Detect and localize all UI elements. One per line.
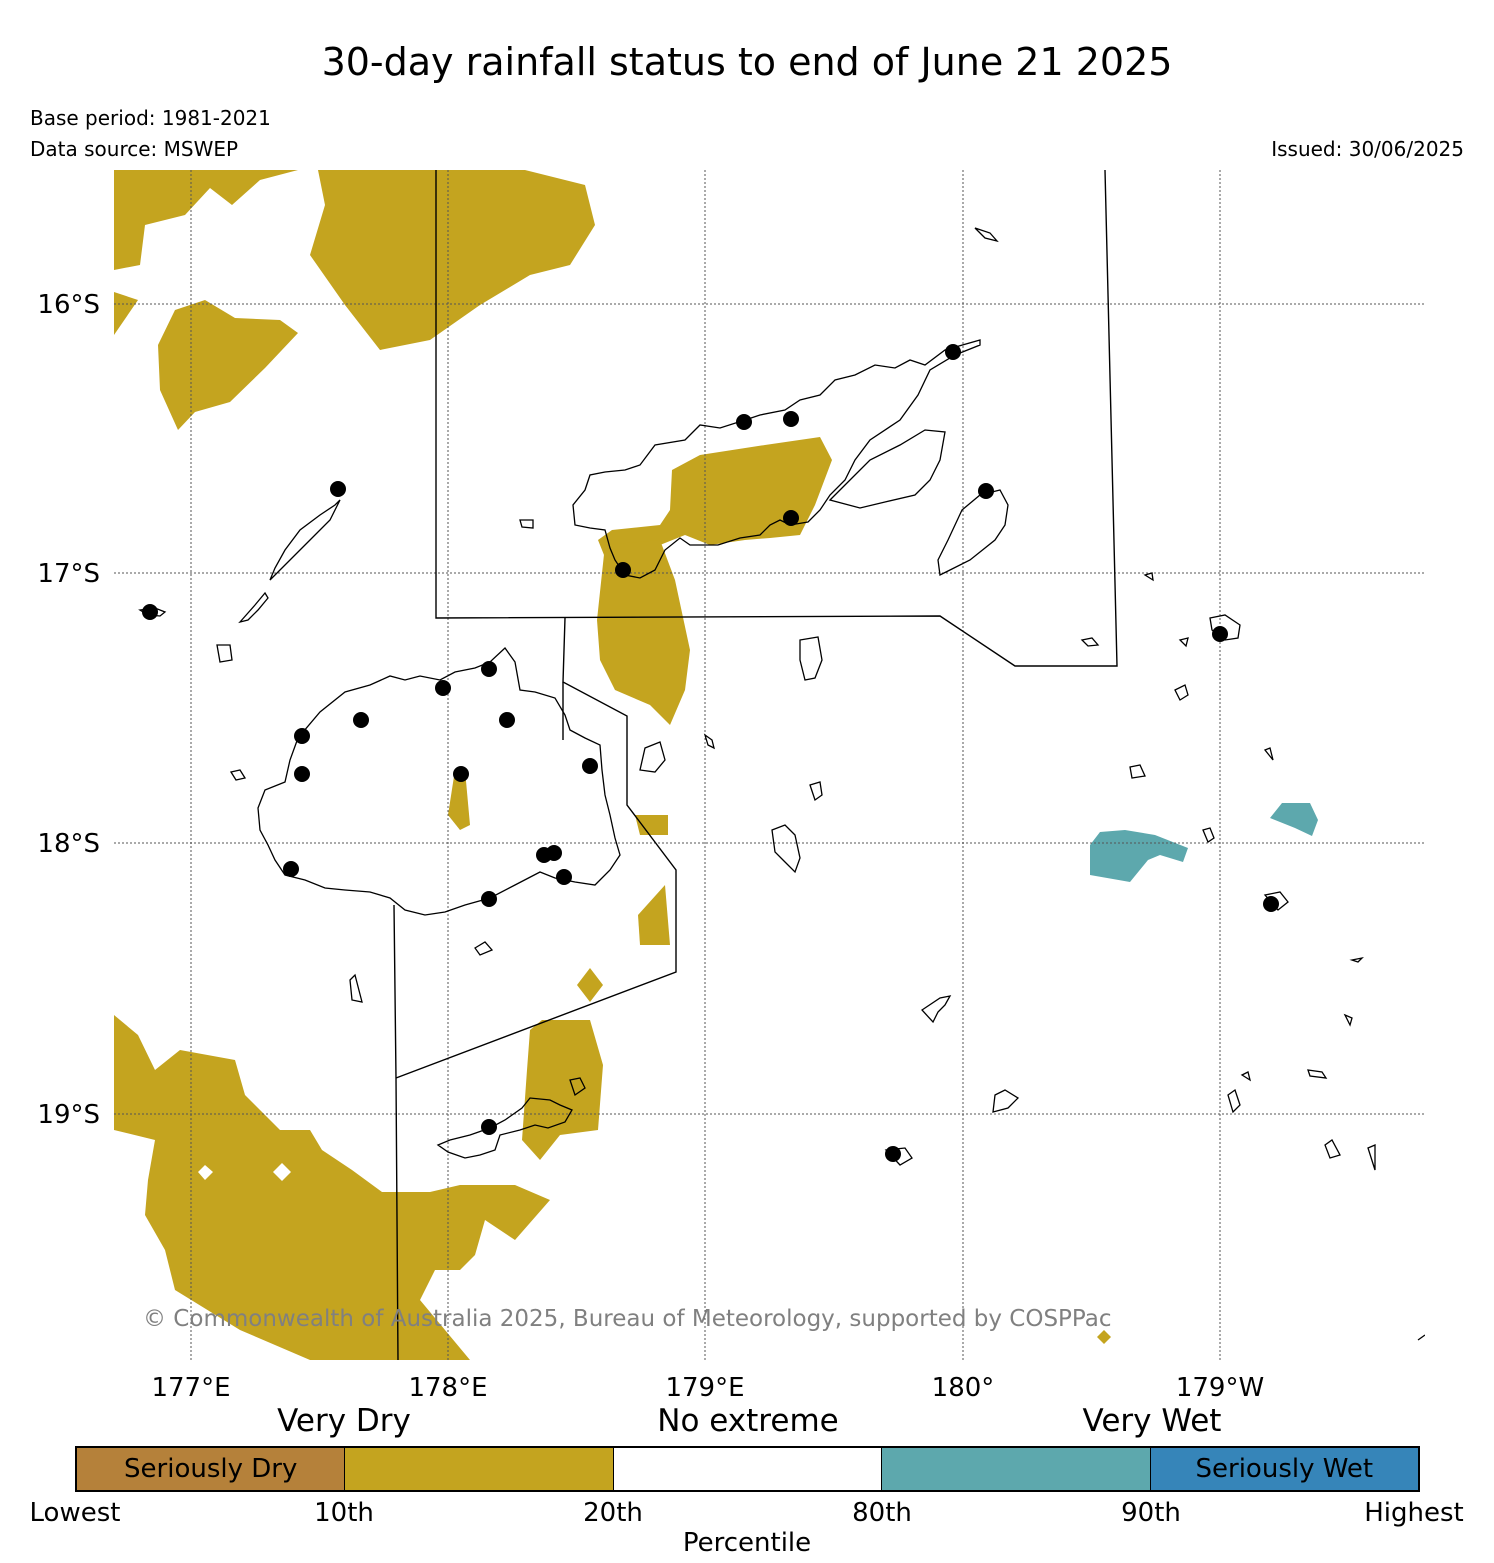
tick-10th: 10th	[314, 1498, 374, 1528]
tick-20th: 20th	[583, 1498, 643, 1528]
lon-label-179w: 179°W	[1176, 1373, 1264, 1400]
tick-highest: Highest	[1364, 1498, 1464, 1528]
lat-label-17s: 17°S	[37, 559, 100, 589]
station-markers	[142, 344, 1279, 1162]
lon-label-180: 180°	[932, 1373, 995, 1400]
base-period: Base period: 1981-2021	[30, 106, 271, 130]
copyright-notice: © Commonwealth of Australia 2025, Bureau…	[143, 1306, 1112, 1332]
legend-seriously-wet: Seriously Wet	[1150, 1448, 1419, 1490]
lon-label-177e: 177°E	[151, 1373, 230, 1400]
legend-seriously-dry: Seriously Dry	[77, 1448, 346, 1490]
very-dry-region-dot	[1097, 1330, 1111, 1344]
issued-date: Issued: 30/06/2025	[1271, 137, 1464, 161]
very-dry-region-southwest	[114, 1015, 550, 1360]
taveuni-coast	[937, 489, 1009, 576]
very-dry-region-nw2	[310, 170, 595, 350]
legend-no-extreme	[613, 1448, 883, 1490]
tick-lowest: Lowest	[29, 1498, 121, 1528]
category-very-dry: Very Dry	[277, 1403, 411, 1439]
very-dry-region-strip	[448, 770, 470, 830]
category-no-extreme: No extreme	[657, 1403, 839, 1439]
lon-label-178e: 178°E	[408, 1373, 487, 1400]
graticule	[114, 170, 1425, 1360]
very-dry-region-small1	[635, 815, 668, 835]
percentile-axis-label: Percentile	[682, 1528, 812, 1558]
tick-80th: 80th	[852, 1498, 912, 1528]
very-dry-regions	[114, 170, 1111, 1360]
very-wet-region-lau2	[1270, 803, 1318, 836]
vanua-levu-coast	[572, 339, 981, 579]
lon-label-179e: 179°E	[665, 1373, 744, 1400]
very-dry-region-diamond	[577, 968, 603, 1002]
percentile-legend: Seriously Dry Seriously Wet	[75, 1446, 1420, 1492]
lat-label-16s: 16°S	[37, 290, 100, 320]
very-dry-region-small2	[638, 885, 670, 945]
data-source: Data source: MSWEP	[30, 137, 239, 161]
vanua-levu-peninsula	[828, 429, 946, 509]
viti-levu-coast	[257, 647, 621, 916]
very-dry-region-viti-central	[597, 540, 690, 725]
lat-label-19s: 19°S	[37, 1100, 100, 1130]
legend-very-dry	[345, 1448, 614, 1490]
map-title: 30-day rainfall status to end of June 21…	[321, 40, 1173, 84]
lat-label-18s: 18°S	[37, 829, 100, 859]
very-dry-region-w1	[114, 292, 138, 335]
coastlines	[138, 227, 1425, 1341]
rainfall-map: 16°S 17°S 18°S 19°S 177°E 178°E 179°E 18…	[37, 170, 1425, 1400]
very-dry-region-w2	[158, 300, 298, 430]
legend-very-wet	[882, 1448, 1151, 1490]
tick-90th: 90th	[1121, 1498, 1181, 1528]
very-dry-region-nw1	[114, 170, 298, 270]
very-wet-region-lau1	[1090, 830, 1188, 882]
category-very-wet: Very Wet	[1082, 1403, 1222, 1439]
division-boundaries	[393, 170, 1118, 1360]
very-dry-region-kadavu	[522, 1020, 603, 1160]
